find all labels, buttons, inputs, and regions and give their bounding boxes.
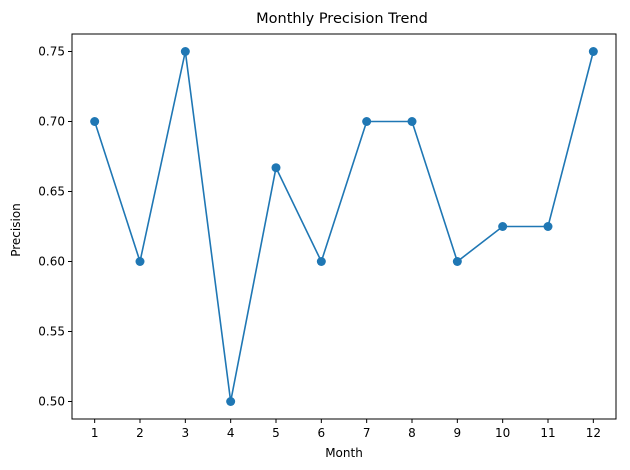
y-tick-label: 0.65 [38, 185, 65, 199]
series-line [93, 51, 595, 402]
series-layer [90, 47, 598, 406]
x-tick-label: 9 [454, 426, 462, 440]
data-point [543, 222, 553, 231]
x-tick-label: 12 [586, 426, 601, 440]
data-point [180, 47, 190, 56]
data-point [226, 397, 236, 406]
x-tick-label: 2 [136, 426, 144, 440]
y-tick-label: 0.55 [38, 325, 65, 339]
y-tick-label: 0.50 [38, 395, 65, 409]
data-point [588, 47, 598, 56]
chart-title: Monthly Precision Trend [256, 11, 428, 27]
data-point [452, 257, 462, 266]
data-point [316, 257, 326, 266]
x-axis-label: Month [325, 446, 363, 460]
x-tick-label: 10 [495, 426, 510, 440]
x-tick-label: 4 [227, 426, 235, 440]
y-axis-label: Precision [9, 203, 23, 257]
data-point [271, 163, 281, 173]
x-tick-label: 8 [408, 426, 416, 440]
x-tick-label: 11 [540, 426, 555, 440]
x-axis-ticks: 1 2 3 4 5 6 7 8 9 10 11 12 [91, 419, 601, 440]
plot-area-frame [71, 33, 617, 420]
x-tick-label: 5 [272, 426, 280, 440]
data-point [362, 117, 372, 126]
x-tick-label: 7 [363, 426, 371, 440]
y-axis-ticks: 0.50 0.55 0.60 0.65 0.70 0.75 [38, 45, 72, 409]
x-tick-label: 1 [91, 426, 99, 440]
y-tick-label: 0.70 [38, 115, 65, 129]
x-tick-label: 3 [182, 426, 190, 440]
y-tick-label: 0.75 [38, 45, 65, 59]
data-point [90, 117, 100, 126]
data-point [135, 257, 145, 266]
x-tick-label: 6 [318, 426, 326, 440]
data-point [407, 117, 417, 126]
data-point [498, 222, 508, 231]
y-tick-label: 0.60 [38, 255, 65, 269]
